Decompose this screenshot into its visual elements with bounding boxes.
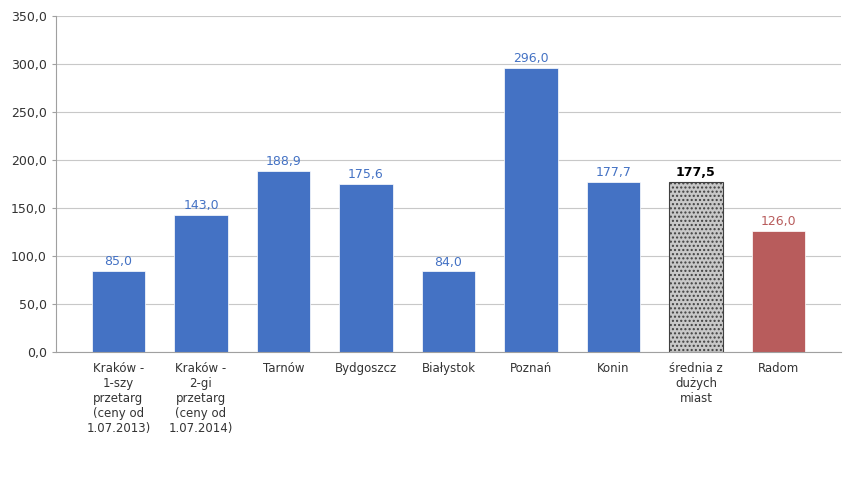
Text: 126,0: 126,0 bbox=[761, 215, 797, 228]
Bar bbox=[587, 182, 640, 352]
Bar bbox=[339, 184, 393, 352]
Bar bbox=[174, 215, 227, 352]
Text: 84,0: 84,0 bbox=[435, 256, 463, 269]
Bar bbox=[751, 231, 805, 352]
Text: 296,0: 296,0 bbox=[513, 52, 549, 65]
Text: 143,0: 143,0 bbox=[183, 199, 219, 212]
Text: 177,7: 177,7 bbox=[596, 165, 631, 179]
Bar bbox=[504, 68, 558, 352]
Text: 188,9: 188,9 bbox=[266, 155, 302, 168]
Bar bbox=[669, 182, 722, 352]
Bar bbox=[92, 271, 146, 352]
Text: 85,0: 85,0 bbox=[105, 255, 133, 268]
Bar bbox=[422, 272, 475, 352]
Bar bbox=[256, 171, 310, 352]
Text: 175,6: 175,6 bbox=[348, 167, 384, 181]
Text: 177,5: 177,5 bbox=[676, 166, 716, 179]
